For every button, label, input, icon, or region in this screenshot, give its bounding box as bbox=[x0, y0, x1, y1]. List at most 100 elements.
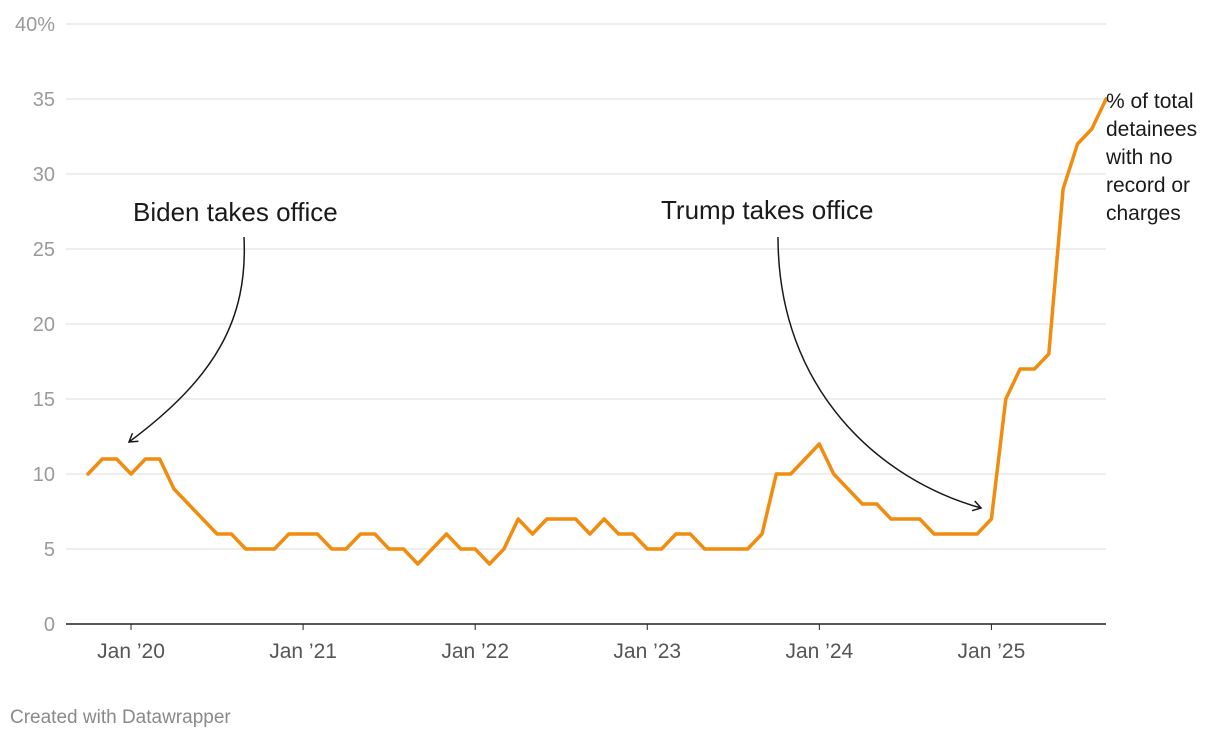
series-point bbox=[344, 547, 348, 551]
y-tick-label: 25 bbox=[33, 239, 55, 261]
y-tick-label: 40% bbox=[15, 14, 55, 36]
trump-annotation-arrow bbox=[777, 236, 983, 512]
series-label-line: with no bbox=[1105, 146, 1173, 169]
series-point bbox=[186, 502, 190, 506]
y-tick-label: 15 bbox=[33, 389, 55, 411]
x-tick-label: Jan ’22 bbox=[441, 640, 509, 663]
series-point bbox=[1018, 367, 1022, 371]
series-point bbox=[229, 532, 233, 536]
series-point bbox=[473, 547, 477, 551]
series-point bbox=[746, 547, 750, 551]
series-point bbox=[387, 547, 391, 551]
y-axis-ticks: 0 5 10 15 20 25 30 35 40% bbox=[15, 14, 55, 636]
series-point bbox=[889, 517, 893, 521]
series-point bbox=[774, 472, 778, 476]
series-point bbox=[860, 502, 865, 506]
series-point bbox=[258, 547, 262, 551]
series-point bbox=[832, 472, 836, 476]
series-point bbox=[129, 472, 133, 476]
series-line bbox=[86, 97, 1108, 566]
series-point bbox=[731, 547, 735, 551]
annotations: Biden takes office Trump takes office bbox=[127, 195, 983, 512]
x-tick-label: Jan ’25 bbox=[958, 640, 1026, 663]
series-point bbox=[330, 547, 334, 551]
series-point bbox=[760, 532, 764, 536]
series-point bbox=[115, 457, 119, 461]
series-point bbox=[459, 547, 463, 551]
series-points bbox=[86, 97, 1108, 566]
series-point bbox=[703, 547, 707, 551]
series-label-line: % of total bbox=[1106, 90, 1194, 113]
y-tick-label: 35 bbox=[33, 89, 55, 111]
series-label: % of total detainees with no record or c… bbox=[1105, 90, 1203, 225]
series-point bbox=[1047, 352, 1051, 356]
series-point bbox=[287, 532, 291, 536]
series-point bbox=[602, 517, 606, 521]
series-label-line: charges bbox=[1106, 202, 1181, 225]
series-point bbox=[932, 532, 936, 536]
series-point bbox=[903, 517, 908, 521]
series-point bbox=[401, 547, 406, 551]
x-axis-ticks: Jan ’20 Jan ’21 Jan ’22 Jan ’23 Jan ’24 Jan ’… bbox=[97, 624, 1025, 663]
x-tick-label: Jan ’21 bbox=[269, 640, 337, 663]
series-point bbox=[674, 532, 678, 536]
series-point bbox=[918, 517, 922, 521]
x-tick-label: Jan ’20 bbox=[97, 640, 165, 663]
series-point bbox=[875, 502, 879, 506]
series-point bbox=[502, 547, 506, 551]
series-point bbox=[617, 532, 621, 536]
series-point bbox=[215, 532, 219, 536]
series-point bbox=[946, 532, 951, 536]
series-label-line: record or bbox=[1106, 174, 1190, 197]
series-point bbox=[358, 532, 363, 536]
series-point bbox=[315, 532, 319, 536]
x-tick-label: Jan ’24 bbox=[785, 640, 853, 663]
gridlines bbox=[66, 23, 1106, 550]
series-point bbox=[143, 457, 147, 461]
trump-annotation-label: Trump takes office bbox=[661, 195, 873, 225]
series-point bbox=[201, 517, 205, 521]
series-point bbox=[172, 487, 176, 491]
series-point bbox=[416, 562, 420, 566]
series-point bbox=[631, 532, 635, 536]
series-point bbox=[961, 532, 965, 536]
credit-text: Created with Datawrapper bbox=[10, 707, 231, 728]
series-point bbox=[817, 442, 821, 446]
series-point bbox=[487, 562, 492, 566]
x-tick-label: Jan ’23 bbox=[613, 640, 681, 663]
series-point bbox=[559, 517, 563, 521]
series-point bbox=[688, 532, 692, 536]
series-point bbox=[430, 547, 434, 551]
series-point bbox=[1004, 397, 1008, 401]
series-point bbox=[272, 547, 276, 551]
series-point bbox=[444, 532, 449, 536]
series-point bbox=[1032, 367, 1036, 371]
series-point bbox=[158, 457, 162, 461]
series-point bbox=[301, 532, 305, 536]
series-point bbox=[516, 517, 520, 521]
biden-annotation-arrow bbox=[127, 236, 246, 443]
series-point bbox=[86, 472, 90, 476]
y-tick-label: 20 bbox=[33, 314, 55, 336]
y-tick-label: 5 bbox=[44, 539, 55, 561]
y-tick-label: 30 bbox=[33, 164, 55, 186]
series-point bbox=[588, 532, 592, 536]
series-point bbox=[803, 457, 807, 461]
series-point bbox=[530, 532, 535, 536]
series-point bbox=[717, 547, 721, 551]
series-point bbox=[1090, 127, 1094, 131]
series-point bbox=[645, 547, 649, 551]
series-point bbox=[244, 547, 248, 551]
series-point bbox=[660, 547, 664, 551]
series-point bbox=[545, 517, 549, 521]
series-point bbox=[1104, 97, 1108, 101]
y-tick-label: 10 bbox=[33, 464, 55, 486]
series-point bbox=[989, 517, 994, 521]
biden-annotation-label: Biden takes office bbox=[133, 197, 338, 227]
y-tick-label: 0 bbox=[44, 614, 55, 636]
series-point bbox=[789, 472, 793, 476]
series-point bbox=[373, 532, 377, 536]
series-label-line: detainees bbox=[1106, 118, 1197, 141]
series-point bbox=[1075, 142, 1080, 146]
